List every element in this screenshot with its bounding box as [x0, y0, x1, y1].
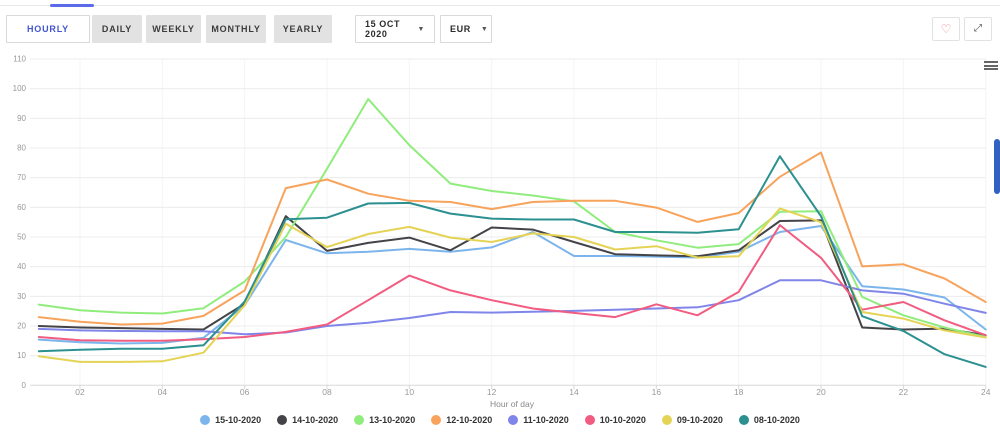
tab-hourly[interactable]: HOURLY — [6, 15, 90, 43]
legend-marker-icon — [584, 415, 595, 425]
x-axis-tick-label: 22 — [899, 387, 909, 397]
legend-label: 08-10-2020 — [753, 415, 800, 425]
legend-marker-icon — [200, 415, 211, 425]
series-line-14-10-2020 — [37, 215, 987, 337]
legend-item-11-10-2020[interactable]: 11-10-2020 — [508, 415, 569, 425]
chevron-down-icon: ▼ — [417, 25, 425, 33]
y-axis-tick-label: 90 — [17, 114, 26, 123]
series-line-13-10-2020 — [37, 98, 987, 338]
legend-item-15-10-2020[interactable]: 15-10-2020 — [200, 415, 261, 425]
y-axis-tick-label: 20 — [17, 321, 26, 330]
x-axis-tick-label: 20 — [816, 387, 826, 397]
x-axis-tick-label: 14 — [569, 387, 579, 397]
legend-marker-icon — [508, 415, 519, 425]
legend-item-12-10-2020[interactable]: 12-10-2020 — [431, 415, 492, 425]
y-axis-tick-label: 80 — [17, 144, 26, 153]
legend-item-08-10-2020[interactable]: 08-10-2020 — [738, 415, 800, 425]
legend-label: 11-10-2020 — [523, 415, 569, 425]
y-axis-tick-label: 50 — [17, 233, 26, 242]
favorite-button[interactable]: ♡ — [932, 17, 960, 41]
legend-label: 12-10-2020 — [446, 415, 493, 425]
legend-marker-icon — [738, 415, 749, 425]
currency-select-value: EUR — [450, 24, 471, 34]
date-select-value: 15 OCT 2020 — [365, 19, 401, 39]
legend-item-14-10-2020[interactable]: 14-10-2020 — [277, 415, 338, 425]
y-axis-tick-label: 110 — [13, 55, 26, 64]
legend-marker-icon — [277, 415, 288, 425]
legend-item-09-10-2020[interactable]: 09-10-2020 — [661, 415, 723, 425]
x-axis-tick-label: 24 — [981, 387, 991, 397]
expand-icon: ⤢ — [974, 23, 982, 34]
x-axis-tick-label: 16 — [652, 387, 662, 397]
x-axis-tick-label: 10 — [405, 387, 415, 397]
chevron-down-icon: ▼ — [480, 25, 489, 33]
tab-daily[interactable]: DAILY — [92, 15, 142, 43]
y-axis-tick-label: 100 — [13, 84, 27, 93]
chart-canvas: 02 04 06 08 10 12 14 16 18 20 22 24 0 10 20 30 40 50 60 70 8… — [13, 55, 991, 409]
legend-item-13-10-2020[interactable]: 13-10-2020 — [354, 415, 415, 425]
x-axis-tick-label: 18 — [734, 387, 744, 397]
legend-label: 14-10-2020 — [292, 415, 339, 425]
hamburger-icon — [984, 61, 998, 63]
legend-marker-icon — [431, 415, 442, 425]
series-line-12-10-2020 — [37, 151, 987, 326]
date-select[interactable]: 15 OCT 2020 ▼ — [355, 15, 435, 43]
y-axis-tick-label: 40 — [17, 262, 26, 271]
y-axis-tick-label: 0 — [22, 381, 27, 390]
series-line-10-10-2020 — [37, 224, 987, 342]
chart-legend: 15-10-2020 14-10-2020 13-10-2020 12-10-2020… — [0, 415, 1000, 425]
top-divider — [0, 5, 1000, 6]
legend-label: 15-10-2020 — [215, 415, 262, 425]
x-axis-tick-label: 06 — [240, 387, 250, 397]
chart-menu-button[interactable] — [984, 61, 998, 72]
x-axis-tick-label: 02 — [75, 387, 85, 397]
price-chart: 02 04 06 08 10 12 14 16 18 20 22 24 0 10 20 30 40 50 60 70 8… — [0, 50, 1000, 412]
x-axis-tick-label: 12 — [487, 387, 497, 397]
legend-label: 09-10-2020 — [676, 415, 723, 425]
y-axis-tick-label: 30 — [17, 292, 26, 301]
y-axis-tick-label: 10 — [17, 351, 26, 360]
legend-marker-icon — [661, 415, 672, 425]
x-axis-tick-label: 08 — [322, 387, 332, 397]
legend-marker-icon — [354, 415, 365, 425]
tab-indicator — [50, 4, 94, 7]
y-axis-tick-label: 70 — [17, 173, 26, 182]
y-axis-tick-label: 60 — [17, 203, 26, 212]
fullscreen-button[interactable]: ⤢ — [964, 17, 992, 41]
x-axis-tick-label: 04 — [158, 387, 168, 397]
series-line-09-10-2020 — [37, 207, 987, 363]
tab-yearly[interactable]: YEARLY — [274, 15, 332, 43]
legend-label: 10-10-2020 — [599, 415, 646, 425]
x-axis-title: Hour of day — [490, 399, 535, 409]
tab-monthly[interactable]: MONTHLY — [206, 15, 266, 43]
tab-weekly[interactable]: WEEKLY — [146, 15, 201, 43]
legend-label: 13-10-2020 — [369, 415, 416, 425]
interval-toolbar: HOURLY DAILY WEEKLY MONTHLY YEARLY 15 OC… — [6, 15, 492, 43]
series-line-08-10-2020 — [37, 155, 987, 368]
currency-select[interactable]: EUR ▼ — [440, 15, 492, 43]
series-line-11-10-2020 — [37, 279, 987, 336]
page-scrollbar-thumb[interactable] — [994, 139, 1000, 194]
heart-icon: ♡ — [940, 22, 952, 36]
legend-item-10-10-2020[interactable]: 10-10-2020 — [584, 415, 646, 425]
